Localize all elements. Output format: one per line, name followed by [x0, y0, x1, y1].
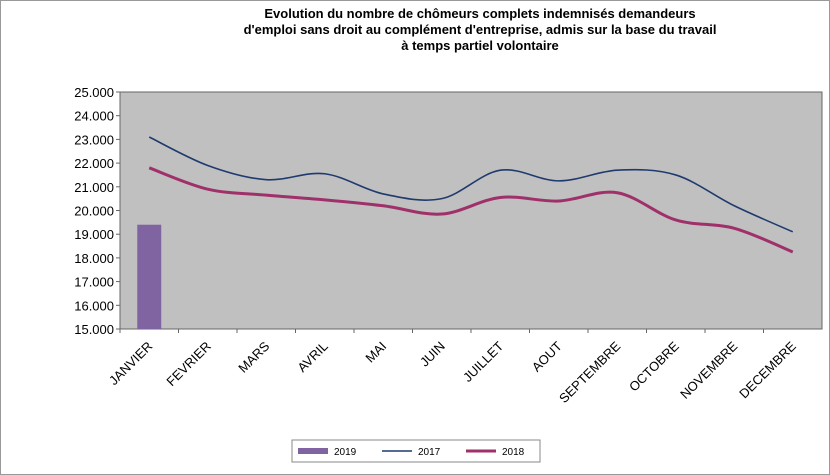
plot-area — [119, 91, 823, 330]
y-tick-label: 24.000 — [74, 109, 114, 124]
y-tick-label: 21.000 — [74, 180, 114, 195]
legend-box — [291, 439, 541, 463]
legend-swatch — [298, 448, 328, 454]
y-tick-label: 16.000 — [74, 298, 114, 313]
y-tick-label: 19.000 — [74, 227, 114, 242]
line — [148, 166, 794, 254]
chart-title: Evolution du nombre de chômeurs complets… — [264, 6, 695, 21]
y-tick-label: 22.000 — [74, 156, 114, 171]
y-tick-label: 25.000 — [74, 85, 114, 100]
chart-title: d'emploi sans droit au complément d'entr… — [244, 22, 717, 37]
y-tick-label: 20.000 — [74, 204, 114, 219]
y-tick-label: 17.000 — [74, 275, 114, 290]
y-tick-label: 18.000 — [74, 251, 114, 266]
chart-title: à temps partiel volontaire — [401, 38, 559, 53]
legend-label: 2017 — [418, 447, 441, 458]
y-tick-label: 15.000 — [74, 322, 114, 337]
y-tick-label: 23.000 — [74, 132, 114, 147]
legend-label: 2018 — [502, 447, 525, 458]
legend-label: 2019 — [334, 447, 357, 458]
bar — [137, 224, 162, 329]
line — [148, 136, 794, 233]
